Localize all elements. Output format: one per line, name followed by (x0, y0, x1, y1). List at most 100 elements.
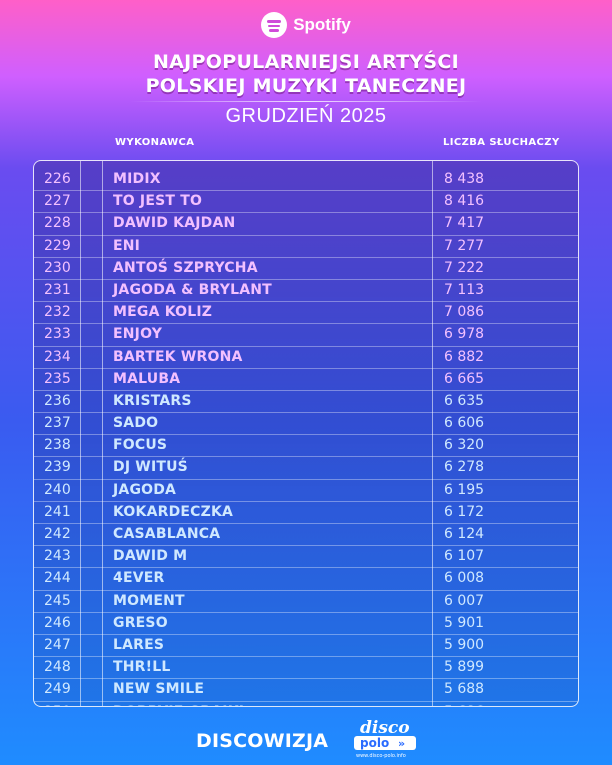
listeners-cell: 6 195 (444, 481, 485, 498)
listeners-cell: 6 007 (444, 592, 485, 609)
artist-cell: GRESO (113, 614, 168, 631)
table-body: 226 MIDIX 8 438 227 TO JEST TO 8 416 228 DAWID … (34, 169, 578, 707)
rank-cell: 247 (44, 636, 71, 653)
footer: DISCOWIZJA disco polo » www.disco-polo.i… (0, 712, 612, 765)
artist-cell: TO JEST TO (113, 193, 203, 210)
table-row: 243 DAWID M 6 107 (34, 546, 578, 569)
artist-cell: CASABLANCA (113, 526, 221, 542)
artist-cell: DOBRYJE GRAJKI (113, 702, 244, 707)
column-divider (80, 161, 81, 706)
artist-cell: ENJOY (113, 326, 163, 343)
ranking-table: 226 MIDIX 8 438 227 TO JEST TO 8 416 228 DAWID … (33, 160, 579, 707)
rank-cell: 237 (44, 415, 71, 432)
column-divider (432, 161, 433, 706)
title-line-1: NAJPOPULARNIEJSI ARTYŚCI (152, 51, 460, 73)
artist-cell: ANTOŚ SZPRYCHA (113, 259, 258, 276)
listeners-cell: 7 113 (444, 281, 485, 298)
rank-cell: 250 (44, 702, 71, 707)
spotify-icon (261, 12, 288, 38)
table-row: 232 MEGA KOLIZ 7 086 (34, 302, 578, 325)
artist-cell: THR!LL (113, 659, 171, 676)
disco-polo-logo: disco polo » www.disco-polo.info (354, 718, 416, 759)
table-row: 238 FOCUS 6 320 (34, 435, 578, 458)
artist-cell: NEW SMILE (113, 681, 205, 698)
title-divider (130, 101, 482, 102)
rank-cell: 243 (44, 548, 71, 565)
table-row: 231 JAGODA & BRYLANT 7 113 (34, 280, 578, 303)
listeners-cell: 5 686 (444, 702, 484, 707)
table-row: 250 DOBRYJE GRAJKI 5 686 (34, 702, 578, 707)
rank-cell: 244 (44, 570, 71, 587)
rank-cell: 245 (44, 592, 71, 609)
listeners-cell: 5 901 (444, 614, 485, 631)
rank-cell: 226 (44, 171, 71, 187)
spotify-logo: Spotify (261, 12, 351, 38)
table-row: 241 KOKARDECZKA 6 172 (34, 502, 578, 524)
artist-cell: FOCUS (113, 437, 168, 454)
table-row: 233 ENJOY 6 978 (34, 324, 578, 347)
table-row: 235 MALUBA 6 665 (34, 369, 578, 391)
table-row: 239 DJ WITUŚ 6 278 (34, 457, 578, 480)
rank-cell: 249 (44, 681, 71, 698)
listeners-cell: 8 438 (444, 171, 485, 187)
table-row: 228 DAWID KAJDAN 7 417 (34, 213, 578, 236)
listeners-cell: 6 978 (444, 326, 485, 343)
listeners-cell: 8 416 (444, 193, 485, 210)
rank-cell: 239 (44, 459, 71, 476)
table-row: 242 CASABLANCA 6 124 (34, 524, 578, 547)
listeners-cell: 5 899 (444, 659, 485, 676)
artist-cell: MEGA KOLIZ (113, 304, 213, 321)
rank-cell: 232 (44, 304, 71, 321)
listeners-cell: 6 320 (444, 437, 485, 454)
disco-polo-logo-bottom: polo (360, 736, 389, 750)
table-row: 226 MIDIX 8 438 (34, 169, 578, 192)
listeners-cell: 6 107 (444, 548, 485, 565)
rank-cell: 248 (44, 659, 71, 676)
rank-cell: 227 (44, 193, 71, 210)
rank-cell: 240 (44, 481, 71, 498)
artist-cell: DAWID M (113, 548, 188, 565)
listeners-cell: 6 882 (444, 348, 485, 365)
table-row: 230 ANTOŚ SZPRYCHA 7 222 (34, 258, 578, 280)
title-line-2: POLSKIEJ MUZYKI TANECZNEJ (145, 75, 467, 97)
page-title: NAJPOPULARNIEJSI ARTYŚCI POLSKIEJ MUZYKI… (0, 50, 612, 98)
rank-cell: 233 (44, 326, 71, 343)
spotify-wordmark: Spotify (293, 15, 351, 34)
listeners-cell: 6 008 (444, 570, 485, 587)
artist-cell: MALUBA (113, 370, 181, 387)
column-header-listeners: LICZBA SŁUCHACZY (443, 137, 560, 148)
listeners-cell: 7 222 (444, 259, 485, 276)
listeners-cell: 6 606 (444, 415, 485, 432)
listeners-cell: 6 278 (444, 459, 485, 476)
table-row: 236 KRISTARS 6 635 (34, 391, 578, 414)
listeners-cell: 6 635 (444, 392, 485, 409)
artist-cell: DJ WITUŚ (113, 459, 188, 476)
rank-cell: 230 (44, 259, 71, 276)
disco-polo-logo-top: disco (360, 718, 410, 738)
table-row: 240 JAGODA 6 195 (34, 480, 578, 502)
rank-cell: 231 (44, 281, 71, 298)
artist-cell: 4EVER (113, 570, 165, 587)
table-row: 248 THR!LL 5 899 (34, 657, 578, 680)
table-row: 234 BARTEK WRONA 6 882 (34, 347, 578, 369)
table-row: 237 SADO 6 606 (34, 413, 578, 436)
svg-text:»: » (398, 737, 405, 750)
artist-cell: DAWID KAJDAN (113, 215, 236, 232)
artist-cell: BARTEK WRONA (113, 348, 243, 365)
disco-polo-logo-url: www.disco-polo.info (356, 753, 406, 759)
listeners-cell: 5 900 (444, 636, 485, 653)
rank-cell: 229 (44, 237, 71, 254)
artist-cell: MIDIX (113, 171, 161, 187)
column-header-artist: WYKONAWCA (115, 137, 195, 148)
spotify-brand: Spotify (0, 12, 612, 42)
rank-cell: 235 (44, 370, 71, 387)
discowizja-logo: DISCOWIZJA (196, 730, 329, 752)
rank-cell: 242 (44, 526, 71, 542)
page-subtitle: GRUDZIEŃ 2025 (225, 105, 387, 127)
listeners-cell: 6 665 (444, 370, 485, 387)
artist-cell: JAGODA (113, 481, 177, 498)
artist-cell: LARES (113, 636, 165, 653)
table-row: 229 ENI 7 277 (34, 236, 578, 258)
artist-cell: KOKARDECZKA (113, 503, 234, 520)
artist-cell: MOMENT (113, 592, 185, 609)
